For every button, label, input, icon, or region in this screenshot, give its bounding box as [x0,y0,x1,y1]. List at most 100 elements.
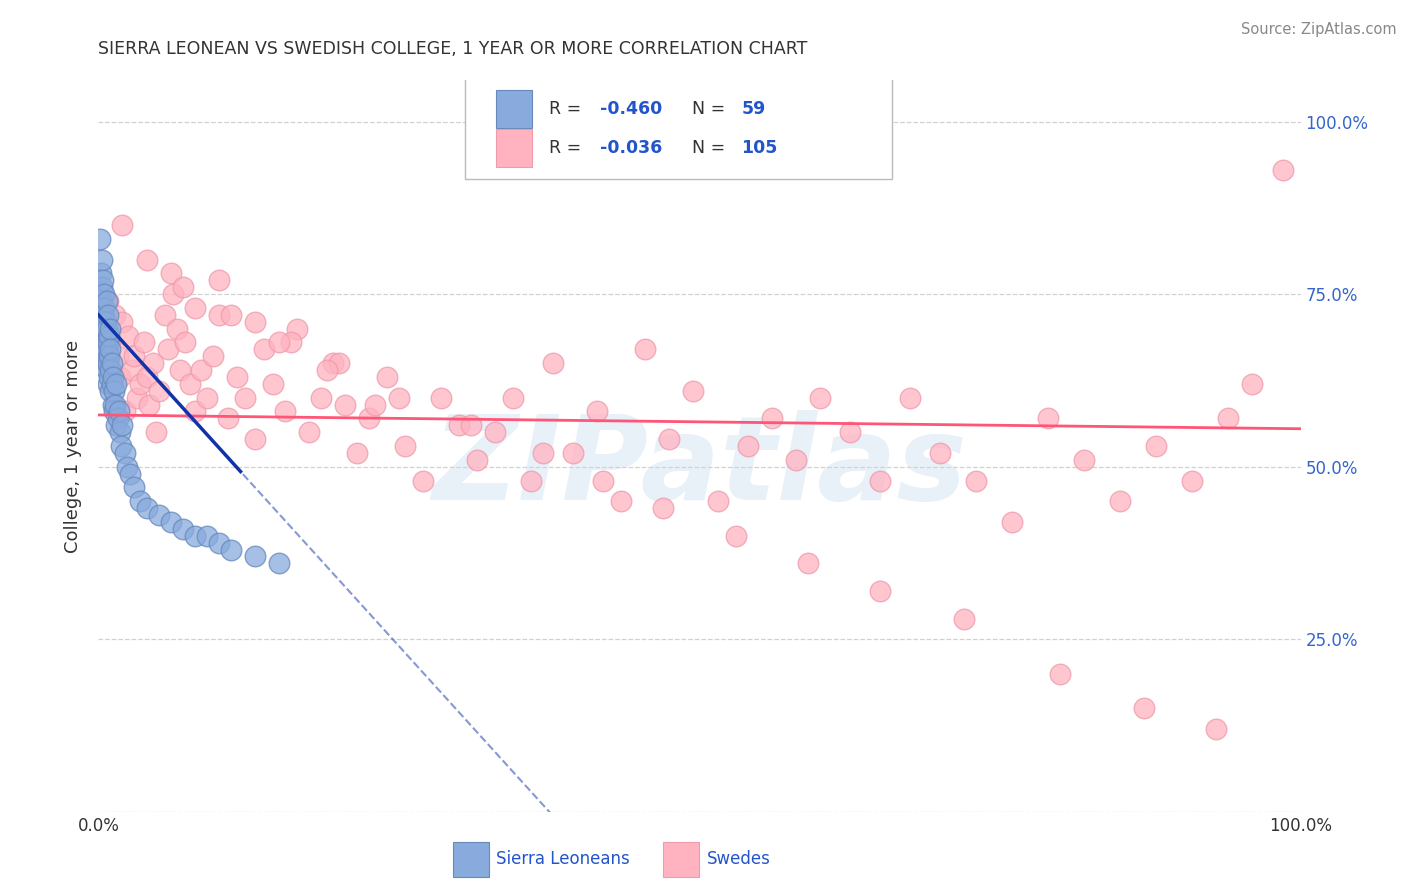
FancyBboxPatch shape [453,842,489,877]
Point [333,398,356,412]
Point [1109,494,1132,508]
Point [91,280,114,294]
Point [1133,701,1156,715]
Point [94,356,117,370]
Point [183,301,205,315]
Point [484,425,506,440]
Point [785,452,807,467]
Point [100,356,122,370]
Point [97,376,120,391]
Point [658,432,681,446]
FancyBboxPatch shape [496,90,533,128]
Point [465,452,488,467]
Point [328,356,350,370]
Point [111,218,134,232]
Point [346,446,368,460]
Point [243,432,266,446]
Point [375,370,398,384]
Point [172,522,194,536]
Point [111,315,134,329]
Point [157,343,180,357]
Point [541,356,564,370]
Point [357,411,380,425]
Point [634,343,657,357]
FancyBboxPatch shape [496,129,533,168]
Point [898,391,921,405]
Point [502,391,524,405]
Y-axis label: College, 1 year or more: College, 1 year or more [65,340,83,552]
Point [108,425,131,440]
Text: 59: 59 [741,100,766,118]
Point [201,349,224,363]
Text: Source: ZipAtlas.com: Source: ZipAtlas.com [1240,22,1396,37]
Point [208,273,231,287]
Point [100,343,122,357]
Point [93,287,115,301]
Point [129,376,152,391]
Point [96,321,118,335]
Point [172,280,194,294]
Point [253,343,276,357]
Point [190,363,212,377]
Point [98,328,121,343]
Point [138,398,160,412]
Point [97,294,120,309]
Point [208,308,231,322]
Point [107,411,129,425]
Point [430,391,453,405]
Text: SIERRA LEONEAN VS SWEDISH COLLEGE, 1 YEAR OR MORE CORRELATION CHART: SIERRA LEONEAN VS SWEDISH COLLEGE, 1 YEA… [98,40,808,58]
Point [225,370,247,384]
Point [233,391,256,405]
Point [114,446,136,460]
Point [98,370,121,384]
Point [96,343,118,357]
Point [706,494,728,508]
Point [280,335,302,350]
Point [169,363,191,377]
Point [153,308,176,322]
Point [97,356,120,370]
Point [148,384,170,398]
Text: Sierra Leoneans: Sierra Leoneans [496,850,630,868]
Point [610,494,633,508]
Point [114,404,136,418]
Point [179,376,201,391]
Point [217,411,239,425]
Point [90,267,112,281]
Point [1073,452,1095,467]
Point [98,349,121,363]
Point [1001,515,1024,529]
Point [145,425,167,440]
Point [274,404,297,418]
Point [141,356,163,370]
Point [412,474,434,488]
FancyBboxPatch shape [664,842,700,877]
Point [91,252,114,267]
Text: ZIPatlas: ZIPatlas [432,410,967,525]
Point [1241,376,1264,391]
Point [174,335,197,350]
Point [267,335,290,350]
Point [91,273,114,287]
Point [183,529,205,543]
Point [808,391,831,405]
Point [1049,666,1071,681]
Point [309,391,332,405]
Point [110,439,132,453]
Point [97,335,120,350]
Point [124,480,146,494]
Point [652,501,675,516]
Text: Swedes: Swedes [707,850,770,868]
Point [520,474,543,488]
Point [243,549,266,564]
Point [101,398,124,412]
Point [121,363,143,377]
Point [1181,474,1204,488]
Point [928,446,950,460]
Point [195,529,218,543]
Point [162,287,184,301]
Point [869,474,891,488]
Point [219,542,242,557]
Point [737,439,759,453]
Point [108,404,131,418]
